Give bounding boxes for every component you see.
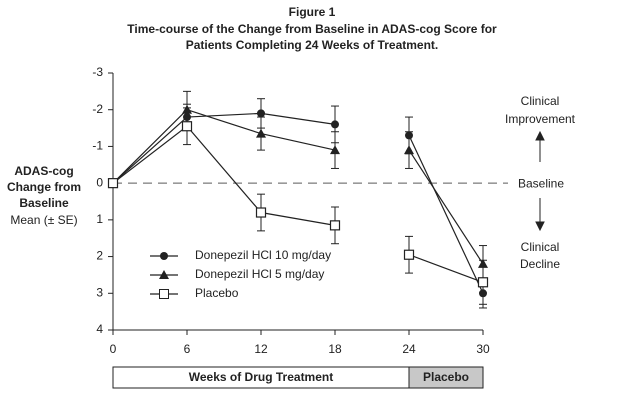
series-line [112, 112, 336, 184]
x-tick-label: 30 [476, 342, 490, 356]
marker [477, 277, 489, 288]
y-tick-label: -1 [92, 139, 103, 153]
annotation: Improvement [505, 112, 576, 126]
legend-symbol [159, 289, 169, 299]
phase-label: Weeks of Drug Treatment [189, 370, 333, 384]
series-line [408, 135, 484, 294]
legend-symbol [159, 270, 169, 279]
y-tick-label: -3 [92, 65, 103, 79]
y-tick-label: 0 [96, 175, 103, 189]
chart-title: Patients Completing 24 Weeks of Treatmen… [186, 38, 439, 52]
y-tick-label: 3 [96, 285, 103, 299]
legend-marker [159, 270, 169, 279]
marker [403, 249, 415, 260]
marker [257, 109, 265, 118]
series-line [408, 149, 484, 265]
x-tick-label: 12 [254, 342, 268, 356]
series-line [112, 109, 336, 184]
legend-marker [159, 289, 169, 299]
y-axis-label: Mean (± SE) [10, 213, 77, 227]
x-tick-label: 18 [328, 342, 342, 356]
series-line [112, 125, 336, 226]
y-axis-label: Baseline [19, 196, 69, 210]
marker [331, 120, 339, 129]
marker [181, 121, 193, 132]
marker [330, 145, 340, 155]
legend-symbol [160, 252, 168, 260]
series-line [408, 254, 484, 283]
legend-marker [160, 252, 168, 260]
chart-title: Time-course of the Change from Baseline … [127, 22, 497, 36]
y-tick-label: 1 [96, 212, 103, 226]
series [107, 107, 489, 305]
y-axis-label: Change from [7, 180, 81, 194]
arrows [535, 130, 545, 232]
x-tick-label: 24 [402, 342, 416, 356]
y-tick-label: 2 [96, 249, 103, 263]
marker [256, 128, 266, 138]
annotation: Clinical [521, 94, 560, 108]
y-axis-label: ADAS-cog [14, 164, 73, 178]
annotation: Baseline [518, 176, 564, 190]
x-tick-label: 6 [184, 342, 191, 356]
phase-label: Placebo [423, 370, 469, 384]
legend-label: Donepezil HCl 10 mg/day [195, 248, 331, 262]
y-tick-label: 4 [96, 322, 103, 336]
phase-bar [408, 366, 484, 389]
y-tick-label: -2 [92, 102, 103, 116]
x-tick-label: 0 [110, 342, 117, 356]
annotation: Decline [520, 257, 560, 271]
marker [255, 207, 267, 218]
annotation: Clinical [521, 240, 560, 254]
marker [107, 178, 119, 189]
legend-label: Donepezil HCl 5 mg/day [195, 267, 324, 281]
legend-label: Placebo [195, 286, 239, 300]
marker [329, 220, 341, 231]
marker [404, 145, 414, 155]
series [108, 90, 488, 283]
chart-title: Figure 1 [289, 5, 336, 19]
